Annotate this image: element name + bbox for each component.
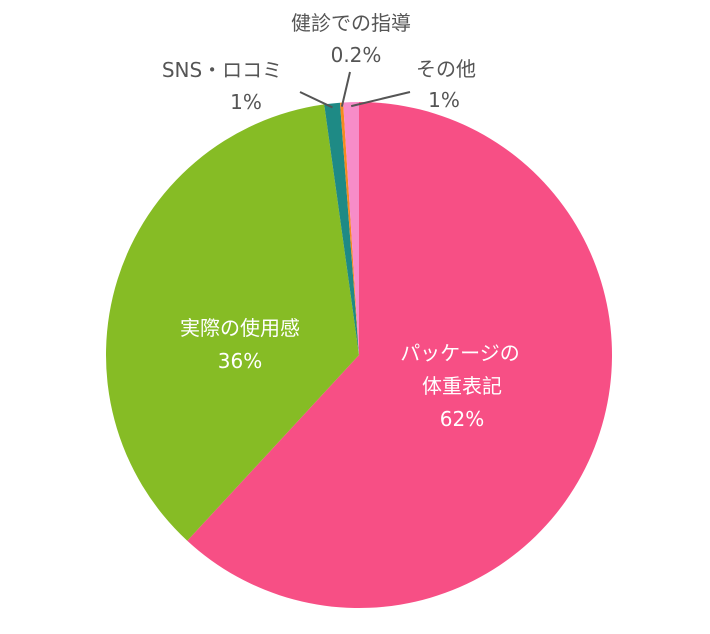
pie-slices: [105, 102, 613, 608]
pie-slice-4: [343, 102, 359, 355]
leader-line-3: [340, 71, 351, 107]
slice-label-package-line2: 体重表記: [422, 374, 502, 398]
slice-value-package: 62%: [440, 407, 484, 431]
pie-slice-0: [187, 102, 613, 608]
pie-slice-1: [105, 104, 359, 541]
slice-label-package-line1: パッケージの: [400, 341, 520, 365]
leader-line-4: [350, 91, 411, 108]
leader-lines: [299, 71, 411, 109]
slice-label-actual-use: 実際の使用感: [180, 316, 300, 340]
slice-label-sns: SNS・ロコミ: [162, 58, 282, 82]
slice-value-sns: 1%: [230, 90, 262, 114]
pie-slice-2: [324, 102, 359, 355]
slice-value-checkup: 0.2%: [331, 43, 382, 67]
slice-value-other: 1%: [428, 88, 460, 112]
pie-slice-3: [339, 102, 359, 355]
slice-label-other: その他: [416, 57, 476, 81]
leader-line-2: [299, 91, 333, 109]
slice-value-actual-use: 36%: [218, 349, 262, 373]
slice-label-checkup: 健診での指導: [291, 11, 411, 35]
